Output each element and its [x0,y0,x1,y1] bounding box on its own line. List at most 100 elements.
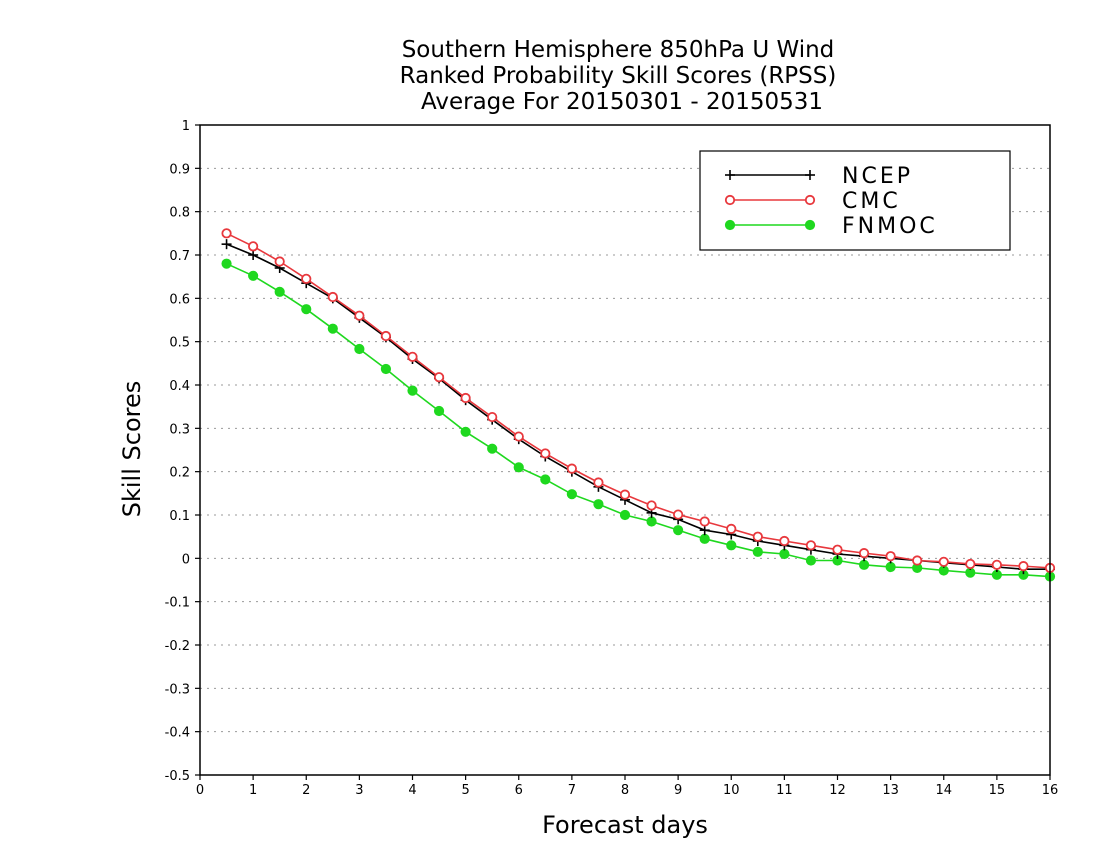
data-point-cmc [991,559,1002,570]
data-point-fnmoc [646,516,657,527]
data-point-fnmoc [858,559,870,570]
data-point-cmc [513,431,524,442]
x-tick-label: 16 [1042,783,1059,798]
data-point-cmc [752,531,763,542]
series-line-ncep [226,243,1050,570]
data-point-cmc [274,256,285,267]
data-point-cmc [1018,561,1029,572]
legend-marker-cmc [804,194,816,206]
title-line-3: Average For 20150301 - 20150531 [421,89,823,115]
data-point-cmc [460,392,471,404]
title-line-2: Ranked Probability Skill Scores (RPSS) [400,63,837,89]
x-axis-label: Forecast days [542,811,708,839]
data-point-fnmoc [566,489,577,500]
legend-marker-fnmoc [804,219,816,231]
legend-label-cmc: CMC [842,189,901,214]
data-point-fnmoc [805,555,817,566]
x-tick-label: 14 [935,783,952,798]
data-point-cmc [858,548,870,559]
data-point-cmc [487,411,498,423]
y-tick-label: -0.1 [165,596,190,611]
data-point-fnmoc [354,343,365,355]
data-point-cmc [832,544,843,555]
series-cmc [221,228,1056,573]
data-point-fnmoc [433,405,445,417]
data-point-fnmoc [673,525,684,536]
y-tick-label: 0.9 [169,162,190,177]
x-tick-label: 13 [882,783,899,798]
data-point-fnmoc [513,462,524,473]
data-point-cmc [699,516,710,527]
y-tick-label: 0.2 [169,466,190,481]
legend-label-fnmoc: FNMOC [842,214,938,239]
data-point-fnmoc [885,561,896,573]
x-tick-label: 3 [355,783,363,798]
y-axis-ticks: 1 0.9 0.8 0.7 0.6 0.5 0.4 0.3 0.2 0.1 0 -0.1 -0.2 -0.… [165,119,200,784]
data-point-fnmoc [407,385,418,396]
title-line-1: Southern Hemisphere 850hPa U Wind [402,37,835,63]
data-point-cmc [380,330,392,342]
data-point-cmc [593,477,604,488]
data-point-fnmoc [779,548,790,560]
x-axis-ticks: 0 1 2 3 4 5 6 7 8 9 10 11 12 13 14 15 16 [196,775,1058,798]
data-point-cmc [433,372,445,383]
data-point-ncep [248,250,259,260]
data-point-cmc [805,540,817,551]
y-tick-label: -0.2 [165,639,190,654]
y-tick-label: 0 [182,552,190,567]
data-point-cmc [248,241,259,252]
data-point-fnmoc [699,533,710,544]
data-point-fnmoc [460,426,471,437]
data-point-fnmoc [752,546,763,557]
chart-title: Southern Hemisphere 850hPa U Wind Ranked… [400,37,837,115]
legend-marker-ncep [805,170,815,180]
data-point-cmc [965,558,976,570]
data-point-fnmoc [221,258,232,269]
data-point-fnmoc [619,509,631,521]
data-point-fnmoc [327,323,338,334]
legend-marker-fnmoc [724,219,736,231]
data-point-cmc [540,448,551,459]
x-tick-label: 0 [196,783,204,798]
data-point-fnmoc [540,474,551,485]
data-point-cmc [221,228,232,239]
x-tick-label: 11 [776,783,793,798]
x-tick-label: 2 [302,783,310,798]
x-tick-label: 5 [461,783,469,798]
y-tick-label: 0.5 [169,336,190,351]
y-tick-label: 0.1 [169,509,190,524]
data-point-cmc [673,509,684,520]
x-tick-label: 6 [515,783,523,798]
y-tick-label: -0.3 [165,682,190,697]
data-point-cmc [779,535,790,547]
x-tick-label: 10 [723,783,740,798]
x-tick-label: 15 [989,783,1006,798]
data-point-fnmoc [593,499,604,510]
data-point-cmc [619,489,631,500]
series-ncep [221,239,1055,575]
data-point-fnmoc [487,443,498,454]
x-tick-label: 12 [829,783,846,798]
data-point-cmc [938,556,949,567]
data-point-cmc [301,273,312,284]
y-tick-label: 0.7 [169,249,190,264]
legend-label-ncep: NCEP [842,164,913,189]
series-lines [221,228,1056,582]
y-tick-label: 1 [182,119,190,134]
y-tick-label: -0.5 [165,769,190,784]
legend-entry-fnmoc: FNMOC [724,214,938,239]
data-point-fnmoc [380,363,392,375]
data-point-cmc [885,551,896,562]
data-point-ncep [221,239,232,250]
legend-entry-ncep: NCEP [725,164,913,189]
y-tick-label: 0.6 [169,292,190,307]
gridlines [200,167,1050,733]
legend-marker-cmc [724,194,736,206]
x-tick-label: 4 [408,783,416,798]
data-point-cmc [327,291,338,303]
data-point-fnmoc [301,304,312,315]
data-point-cmc [646,500,657,511]
data-point-cmc [566,463,577,474]
x-tick-label: 8 [621,783,629,798]
